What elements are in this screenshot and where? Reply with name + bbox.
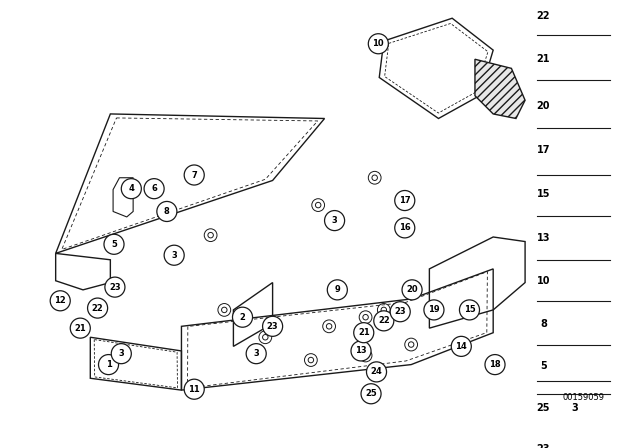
- Text: 6: 6: [151, 184, 157, 193]
- Text: 23: 23: [394, 307, 406, 316]
- Circle shape: [361, 384, 381, 404]
- Text: 23: 23: [267, 322, 278, 331]
- Text: 4: 4: [129, 184, 134, 193]
- Text: 3: 3: [332, 216, 337, 225]
- Text: 13: 13: [536, 233, 550, 243]
- Circle shape: [246, 344, 266, 364]
- Text: 15: 15: [463, 306, 476, 314]
- Text: 24: 24: [371, 367, 382, 376]
- Text: 25: 25: [365, 389, 377, 398]
- Circle shape: [184, 379, 204, 399]
- Text: 8: 8: [540, 319, 547, 328]
- Circle shape: [111, 344, 131, 364]
- Circle shape: [232, 307, 253, 327]
- Circle shape: [451, 336, 471, 357]
- Circle shape: [122, 179, 141, 199]
- Text: 11: 11: [188, 385, 200, 394]
- Circle shape: [262, 316, 283, 336]
- Circle shape: [144, 179, 164, 199]
- Text: 22: 22: [536, 11, 550, 22]
- Text: 12: 12: [54, 296, 66, 305]
- Text: 23: 23: [536, 444, 550, 448]
- Circle shape: [99, 354, 118, 375]
- Circle shape: [395, 190, 415, 211]
- Text: 10: 10: [372, 39, 384, 48]
- Text: 20: 20: [536, 101, 550, 111]
- Circle shape: [70, 318, 90, 338]
- Text: 17: 17: [399, 196, 411, 205]
- Text: 21: 21: [536, 54, 550, 64]
- Circle shape: [354, 323, 374, 343]
- Circle shape: [368, 34, 388, 54]
- Polygon shape: [475, 59, 525, 118]
- Text: 1: 1: [106, 360, 111, 369]
- Circle shape: [50, 291, 70, 311]
- Text: 19: 19: [428, 306, 440, 314]
- Text: 3: 3: [253, 349, 259, 358]
- Text: 2: 2: [239, 313, 246, 322]
- Text: 3: 3: [118, 349, 124, 358]
- Circle shape: [390, 302, 410, 322]
- Circle shape: [395, 218, 415, 238]
- Text: 3: 3: [172, 251, 177, 260]
- Text: 13: 13: [355, 346, 367, 355]
- Circle shape: [164, 245, 184, 265]
- Circle shape: [324, 211, 344, 231]
- Circle shape: [367, 362, 387, 382]
- Text: 5: 5: [540, 361, 547, 370]
- Text: 8: 8: [164, 207, 170, 216]
- Circle shape: [485, 354, 505, 375]
- Text: 18: 18: [489, 360, 501, 369]
- Circle shape: [105, 277, 125, 297]
- Text: 3: 3: [572, 403, 579, 414]
- Text: 16: 16: [399, 224, 411, 233]
- Circle shape: [88, 298, 108, 318]
- Text: 20: 20: [406, 285, 418, 294]
- Circle shape: [184, 165, 204, 185]
- Circle shape: [104, 234, 124, 254]
- Text: 14: 14: [456, 342, 467, 351]
- Text: 9: 9: [335, 285, 340, 294]
- Text: 7: 7: [191, 171, 197, 180]
- Text: 22: 22: [378, 316, 390, 325]
- Text: 25: 25: [536, 403, 550, 414]
- Circle shape: [351, 341, 371, 361]
- Text: 15: 15: [536, 189, 550, 199]
- Circle shape: [402, 280, 422, 300]
- Text: 23: 23: [109, 283, 121, 292]
- Circle shape: [327, 280, 348, 300]
- Text: 21: 21: [74, 323, 86, 332]
- Circle shape: [424, 300, 444, 320]
- Circle shape: [460, 300, 479, 320]
- Text: 21: 21: [358, 328, 370, 337]
- Text: 00159059: 00159059: [563, 393, 604, 402]
- Text: 5: 5: [111, 240, 117, 249]
- Text: 17: 17: [536, 146, 550, 155]
- Circle shape: [157, 202, 177, 221]
- Circle shape: [374, 311, 394, 331]
- Text: 10: 10: [536, 276, 550, 286]
- Text: 22: 22: [92, 304, 104, 313]
